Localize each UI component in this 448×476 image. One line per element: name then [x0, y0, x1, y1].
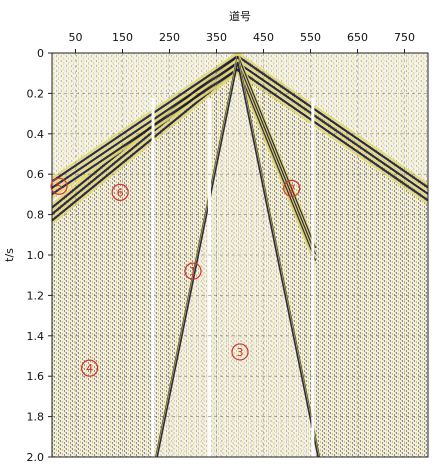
- marker: 4: [80, 359, 99, 377]
- marker-label: 6: [117, 186, 124, 199]
- y-tick-label: 0.4: [27, 128, 45, 141]
- marker: 5: [50, 177, 68, 195]
- event-stripe: [52, 64, 239, 192]
- marker-circle: [283, 179, 301, 197]
- event-3: [236, 53, 317, 265]
- y-tick-label: 1.6: [27, 370, 45, 383]
- event-markers: 1 2 3 4 5 6: [50, 177, 301, 377]
- y-tick-label: 0.6: [27, 168, 45, 181]
- marker-label: 4: [86, 362, 93, 375]
- event-5: [236, 53, 321, 457]
- dead-trace: [311, 98, 315, 457]
- marker-label: 2: [288, 182, 295, 195]
- y-tick-label: 0: [37, 47, 44, 60]
- x-tick-label: 750: [394, 31, 415, 44]
- marker-circle: [111, 183, 129, 201]
- event-stripe: [52, 61, 239, 189]
- marker: 3: [231, 343, 249, 361]
- y-tick-label: 1.0: [27, 249, 45, 262]
- event-stripe: [52, 53, 239, 180]
- event-stripe: [236, 61, 319, 457]
- marker-label: 5: [56, 180, 63, 193]
- x-tick-label: 650: [347, 31, 368, 44]
- marker-circle: [231, 343, 249, 361]
- marker: 1: [184, 262, 202, 280]
- x-tick-label: 250: [159, 31, 180, 44]
- event-stripe: [237, 64, 428, 199]
- dead-trace: [151, 98, 155, 457]
- plot-area: [52, 53, 428, 457]
- x-tick-label: 50: [69, 31, 83, 44]
- surface-wave-cone: [155, 53, 320, 457]
- y-tick-label: 0.2: [27, 87, 45, 100]
- marker-circle: [50, 177, 68, 195]
- dead-trace: [207, 98, 211, 457]
- event-stripe: [52, 58, 239, 186]
- event-stripe: [237, 58, 428, 192]
- x-tick-label: 150: [112, 31, 133, 44]
- y-tick-label: 2.0: [27, 451, 45, 464]
- marker-label: 3: [237, 346, 244, 359]
- x-axis-ticks: 50 150 250 350 450 550 650 750: [69, 31, 415, 53]
- event-stripe: [236, 55, 317, 249]
- y-axis-title: t/s: [3, 248, 16, 262]
- event-stripe: [236, 53, 317, 246]
- marker: 2: [283, 179, 301, 197]
- pre-arrival-zone: [52, 53, 428, 205]
- event-stripe: [52, 55, 239, 183]
- event-stripe: [237, 61, 428, 195]
- y-tick-label: 1.2: [27, 289, 45, 302]
- event-stripe: [237, 55, 428, 189]
- event-stripe: [52, 71, 239, 225]
- dead-traces: [151, 98, 315, 457]
- event-stripe: [236, 68, 317, 262]
- y-tick-label: 1.4: [27, 330, 45, 343]
- y-axis-ticks: 0 0.2 0.4 0.6 0.8 1.0 1.2 1.4 1.6 1.8 2.0: [27, 47, 52, 464]
- event-stripe: [236, 71, 317, 265]
- seismic-events: [52, 53, 428, 457]
- y-tick-label: 0.8: [27, 209, 45, 222]
- event-stripe: [236, 58, 317, 252]
- gridlines: [52, 53, 428, 457]
- x-tick-label: 350: [206, 31, 227, 44]
- event-stripe: [237, 71, 428, 205]
- x-tick-label: 550: [300, 31, 321, 44]
- event-stripe: [236, 65, 317, 259]
- x-axis-title: 道号: [229, 9, 251, 23]
- marker: 6: [111, 183, 129, 201]
- event-stripe: [237, 53, 428, 186]
- event-2: [52, 53, 239, 199]
- marker-circle: [184, 262, 202, 280]
- y-tick-label: 1.8: [27, 411, 45, 424]
- marker-circle: [80, 359, 99, 377]
- event-stripe: [52, 71, 239, 199]
- x-tick-label: 450: [253, 31, 274, 44]
- event-1: [237, 53, 428, 205]
- event-stripe: [237, 68, 428, 202]
- quiet-zones: [52, 53, 428, 457]
- marker-label: 1: [190, 265, 197, 278]
- event-stripe: [236, 62, 317, 255]
- event-stripe: [52, 68, 239, 196]
